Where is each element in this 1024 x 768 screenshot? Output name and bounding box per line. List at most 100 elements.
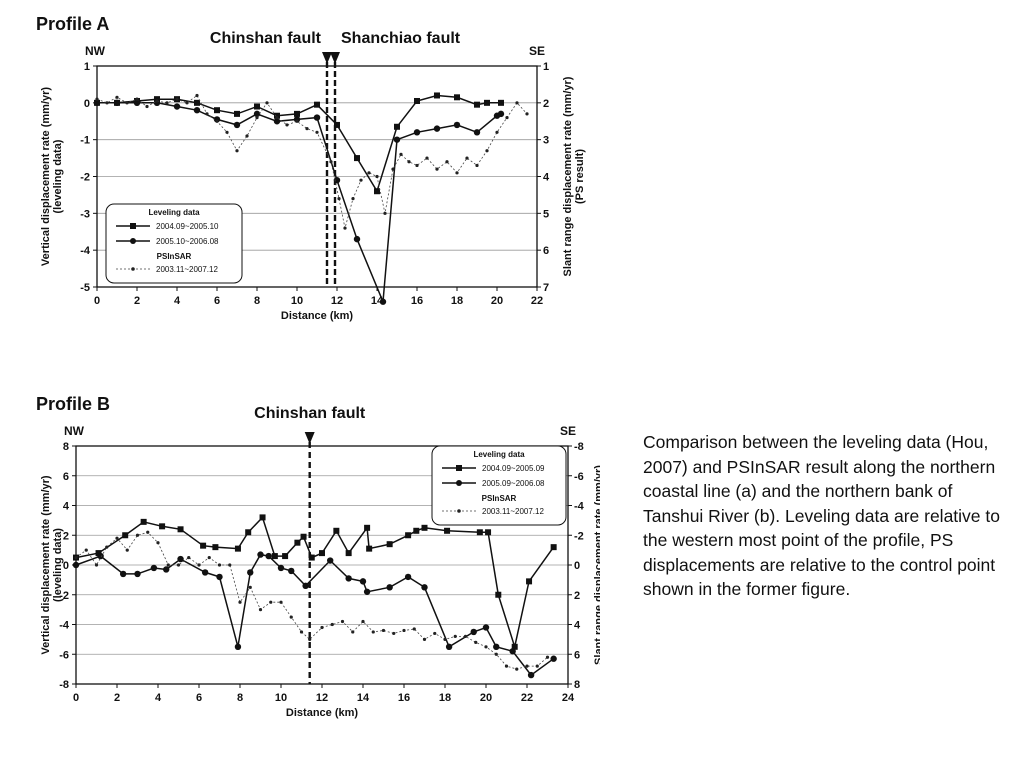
- legend: Leveling data PSInSAR 2004.09~2005.09 2005.…: [431, 445, 567, 526]
- y-tick-label: -4: [80, 245, 91, 257]
- data-point: [193, 107, 201, 114]
- data-point: [150, 564, 158, 572]
- y-tick-label: 8: [63, 441, 69, 453]
- x-tick-label: 0: [94, 295, 100, 307]
- data-point: [195, 93, 199, 98]
- data-point: [435, 167, 439, 171]
- data-point: [313, 114, 321, 121]
- data-point: [443, 637, 447, 641]
- data-point: [233, 121, 241, 129]
- data-point: [454, 94, 460, 101]
- data-point: [465, 156, 469, 160]
- series-line: [75, 531, 548, 670]
- data-point: [201, 569, 209, 576]
- series-line: [75, 553, 555, 677]
- data-point: [93, 99, 101, 107]
- data-point: [364, 524, 371, 531]
- data-point: [282, 553, 289, 560]
- data-point: [146, 530, 150, 534]
- data-point: [247, 569, 254, 576]
- series-line: [75, 515, 555, 650]
- data-point: [125, 548, 129, 552]
- series-line: [97, 94, 501, 194]
- data-point: [375, 174, 379, 179]
- y2-tick-label: 2: [543, 98, 549, 110]
- data-point: [392, 631, 396, 636]
- y-axis-subtitle: (leveling data): [52, 139, 64, 213]
- x-tick-label: 4: [155, 692, 162, 704]
- y2-tick-label: 7: [543, 282, 549, 294]
- x-axis-title: Distance (km): [281, 310, 353, 322]
- left-direction-label: NW: [64, 424, 85, 438]
- data-point: [434, 92, 440, 99]
- data-point: [361, 619, 365, 624]
- data-point: [97, 552, 104, 560]
- data-point: [248, 585, 252, 589]
- legend-entry: 2004.09~2005.09: [482, 464, 545, 473]
- data-point: [474, 640, 478, 644]
- data-point: [212, 544, 219, 551]
- x-axis-title: Distance (km): [286, 707, 358, 719]
- data-point: [269, 600, 273, 604]
- data-point: [476, 529, 483, 536]
- data-point: [258, 608, 263, 612]
- y-tick-label: 2: [63, 530, 69, 542]
- y-tick-label: -2: [80, 172, 90, 184]
- y-axis-title: Vertical displacement rate (mm/yr): [40, 87, 52, 266]
- y2-tick-label: 0: [574, 560, 580, 572]
- data-point: [412, 627, 416, 631]
- data-point: [154, 96, 160, 103]
- data-point: [550, 655, 557, 662]
- y2-tick-label: 1: [543, 61, 549, 73]
- y2-tick-label: 2: [574, 590, 580, 602]
- data-point: [234, 545, 241, 552]
- legend-marker: [456, 480, 462, 486]
- data-point: [200, 542, 207, 549]
- data-point: [165, 101, 169, 105]
- data-point: [173, 103, 181, 110]
- data-point: [140, 518, 147, 525]
- data-point: [381, 628, 386, 633]
- data-point: [185, 101, 189, 105]
- data-point: [294, 110, 300, 117]
- data-point: [425, 156, 429, 160]
- data-point: [495, 130, 499, 134]
- legend-entry: 2003.11~2007.12: [482, 507, 544, 516]
- data-point: [345, 575, 352, 582]
- data-point: [495, 591, 502, 598]
- data-point: [113, 99, 121, 107]
- legend-marker: [457, 509, 461, 513]
- x-tick-label: 16: [411, 295, 423, 307]
- data-point: [265, 552, 272, 560]
- data-point: [72, 561, 80, 569]
- data-point: [413, 129, 421, 136]
- data-point: [366, 545, 373, 552]
- y2-tick-label: -6: [574, 471, 584, 483]
- y2-axis-title: Slant range displacement rate (mm/yr): [562, 76, 574, 276]
- data-point: [84, 548, 88, 552]
- right-direction-label: SE: [560, 424, 576, 438]
- data-point: [119, 570, 127, 578]
- data-point: [305, 127, 309, 131]
- data-point: [105, 101, 109, 105]
- data-point: [105, 545, 109, 549]
- x-tick-label: 8: [254, 295, 260, 307]
- data-point: [295, 119, 299, 123]
- data-point: [216, 573, 223, 581]
- data-point: [257, 551, 264, 558]
- data-point: [293, 116, 301, 123]
- data-point: [194, 99, 200, 106]
- data-point: [374, 188, 380, 195]
- series-3: [95, 93, 529, 230]
- data-point: [453, 634, 457, 638]
- y2-tick-label: 4: [574, 620, 581, 632]
- legend-heading: PSInSAR: [482, 494, 517, 503]
- legend-entry: 2005.09~2006.08: [482, 479, 545, 488]
- y-axis-subtitle: (leveling data): [52, 528, 64, 602]
- data-point: [363, 588, 371, 595]
- y-tick-label: -4: [59, 620, 70, 632]
- data-point: [504, 664, 509, 668]
- y2-tick-label: -4: [574, 501, 585, 513]
- profile-a-chart: Profile ANW SE0 2 4 6 8 10 12 14 16 18 20 2210-1-2-3…: [36, 14, 586, 322]
- x-tick-label: 16: [398, 692, 410, 704]
